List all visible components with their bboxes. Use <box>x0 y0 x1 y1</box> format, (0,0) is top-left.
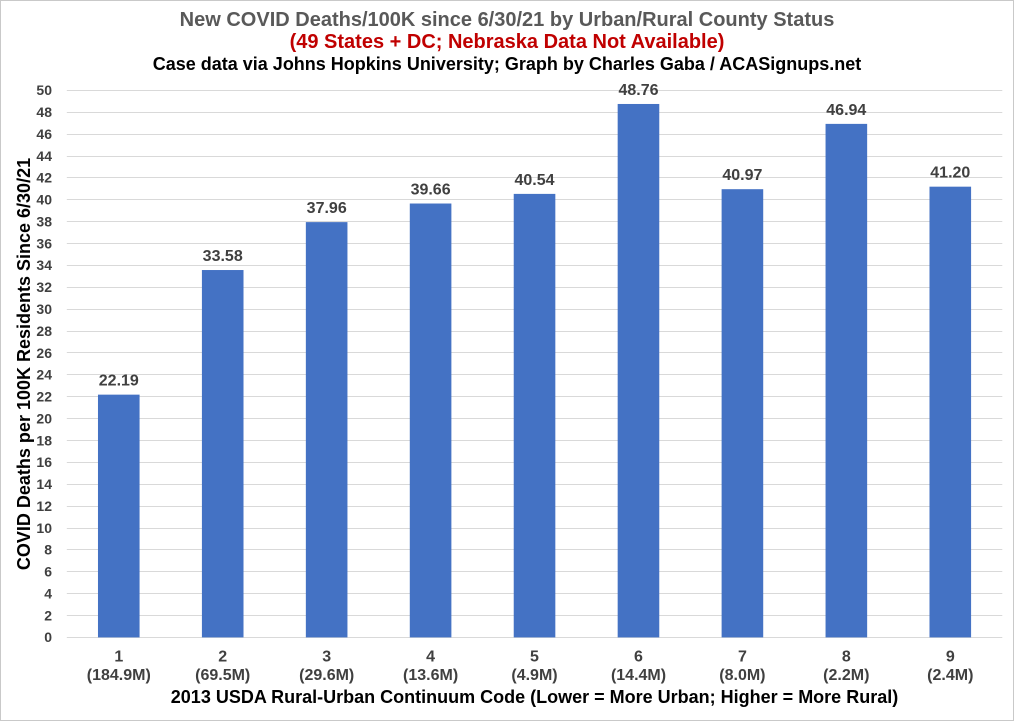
svg-text:12: 12 <box>36 498 52 514</box>
svg-text:2: 2 <box>44 607 52 623</box>
svg-text:18: 18 <box>36 432 52 448</box>
svg-text:28: 28 <box>36 323 52 339</box>
svg-text:22: 22 <box>36 389 52 405</box>
svg-text:16: 16 <box>36 454 52 470</box>
svg-text:(69.5M): (69.5M) <box>195 667 250 684</box>
svg-text:48.76: 48.76 <box>618 82 658 99</box>
svg-text:8: 8 <box>44 542 52 558</box>
svg-text:22.19: 22.19 <box>99 373 139 390</box>
svg-text:New COVID Deaths/100K since 6/: New COVID Deaths/100K since 6/30/21 by U… <box>180 9 835 31</box>
svg-text:37.96: 37.96 <box>307 200 347 217</box>
svg-text:46: 46 <box>36 126 52 142</box>
svg-text:(29.6M): (29.6M) <box>299 667 354 684</box>
svg-text:6: 6 <box>44 564 52 580</box>
svg-text:5: 5 <box>530 648 539 665</box>
svg-text:9: 9 <box>946 648 955 665</box>
svg-text:(4.9M): (4.9M) <box>511 667 557 684</box>
svg-text:20: 20 <box>36 410 52 426</box>
svg-text:32: 32 <box>36 279 52 295</box>
svg-text:26: 26 <box>36 345 52 361</box>
svg-text:(13.6M): (13.6M) <box>403 667 458 684</box>
svg-text:Case data via Johns Hopkins Un: Case data via Johns Hopkins University; … <box>153 54 862 74</box>
svg-text:34: 34 <box>36 257 52 273</box>
svg-text:33.58: 33.58 <box>203 248 243 265</box>
svg-text:COVID Deaths per 100K Resident: COVID Deaths per 100K Residents Since 6/… <box>14 158 34 570</box>
svg-text:14: 14 <box>36 476 52 492</box>
svg-text:48: 48 <box>36 104 52 120</box>
svg-text:4: 4 <box>426 648 435 665</box>
svg-text:50: 50 <box>36 82 52 98</box>
svg-text:2013 USDA Rural-Urban Continuu: 2013 USDA Rural-Urban Continuum Code (Lo… <box>171 687 898 707</box>
svg-text:3: 3 <box>322 648 331 665</box>
svg-text:8: 8 <box>842 648 851 665</box>
svg-text:(14.4M): (14.4M) <box>611 667 666 684</box>
svg-text:10: 10 <box>36 520 52 536</box>
svg-text:24: 24 <box>36 367 52 383</box>
svg-text:39.66: 39.66 <box>411 182 451 199</box>
svg-text:1: 1 <box>114 648 123 665</box>
svg-text:(49 States + DC; Nebraska Data: (49 States + DC; Nebraska Data Not Avail… <box>290 31 725 53</box>
svg-text:(8.0M): (8.0M) <box>719 667 765 684</box>
svg-text:30: 30 <box>36 301 52 317</box>
svg-text:40: 40 <box>36 192 52 208</box>
svg-text:46.94: 46.94 <box>826 102 866 119</box>
svg-text:38: 38 <box>36 213 52 229</box>
svg-text:40.54: 40.54 <box>514 172 554 189</box>
svg-text:40.97: 40.97 <box>722 167 762 184</box>
svg-text:(2.2M): (2.2M) <box>823 667 869 684</box>
svg-text:0: 0 <box>44 629 52 645</box>
svg-text:6: 6 <box>634 648 643 665</box>
svg-text:4: 4 <box>44 585 52 601</box>
svg-text:41.20: 41.20 <box>930 165 970 182</box>
svg-text:7: 7 <box>738 648 747 665</box>
svg-text:(2.4M): (2.4M) <box>927 667 973 684</box>
svg-text:2: 2 <box>218 648 227 665</box>
svg-text:44: 44 <box>36 148 52 164</box>
svg-text:36: 36 <box>36 235 52 251</box>
svg-text:(184.9M): (184.9M) <box>87 667 151 684</box>
svg-text:42: 42 <box>36 170 52 186</box>
